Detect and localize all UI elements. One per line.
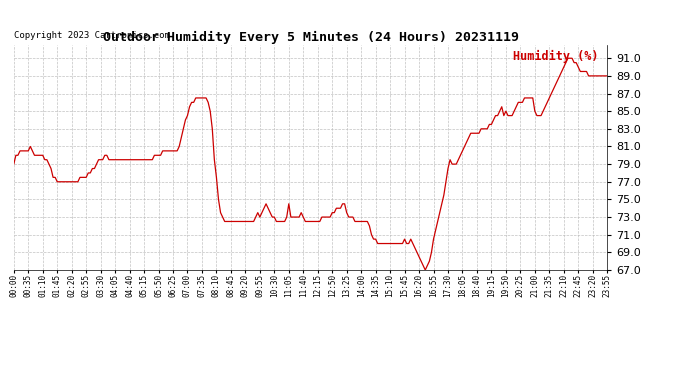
Text: Humidity (%): Humidity (%) (513, 50, 598, 63)
Title: Outdoor Humidity Every 5 Minutes (24 Hours) 20231119: Outdoor Humidity Every 5 Minutes (24 Hou… (103, 31, 518, 44)
Text: Copyright 2023 Cartronics.com: Copyright 2023 Cartronics.com (14, 32, 170, 40)
